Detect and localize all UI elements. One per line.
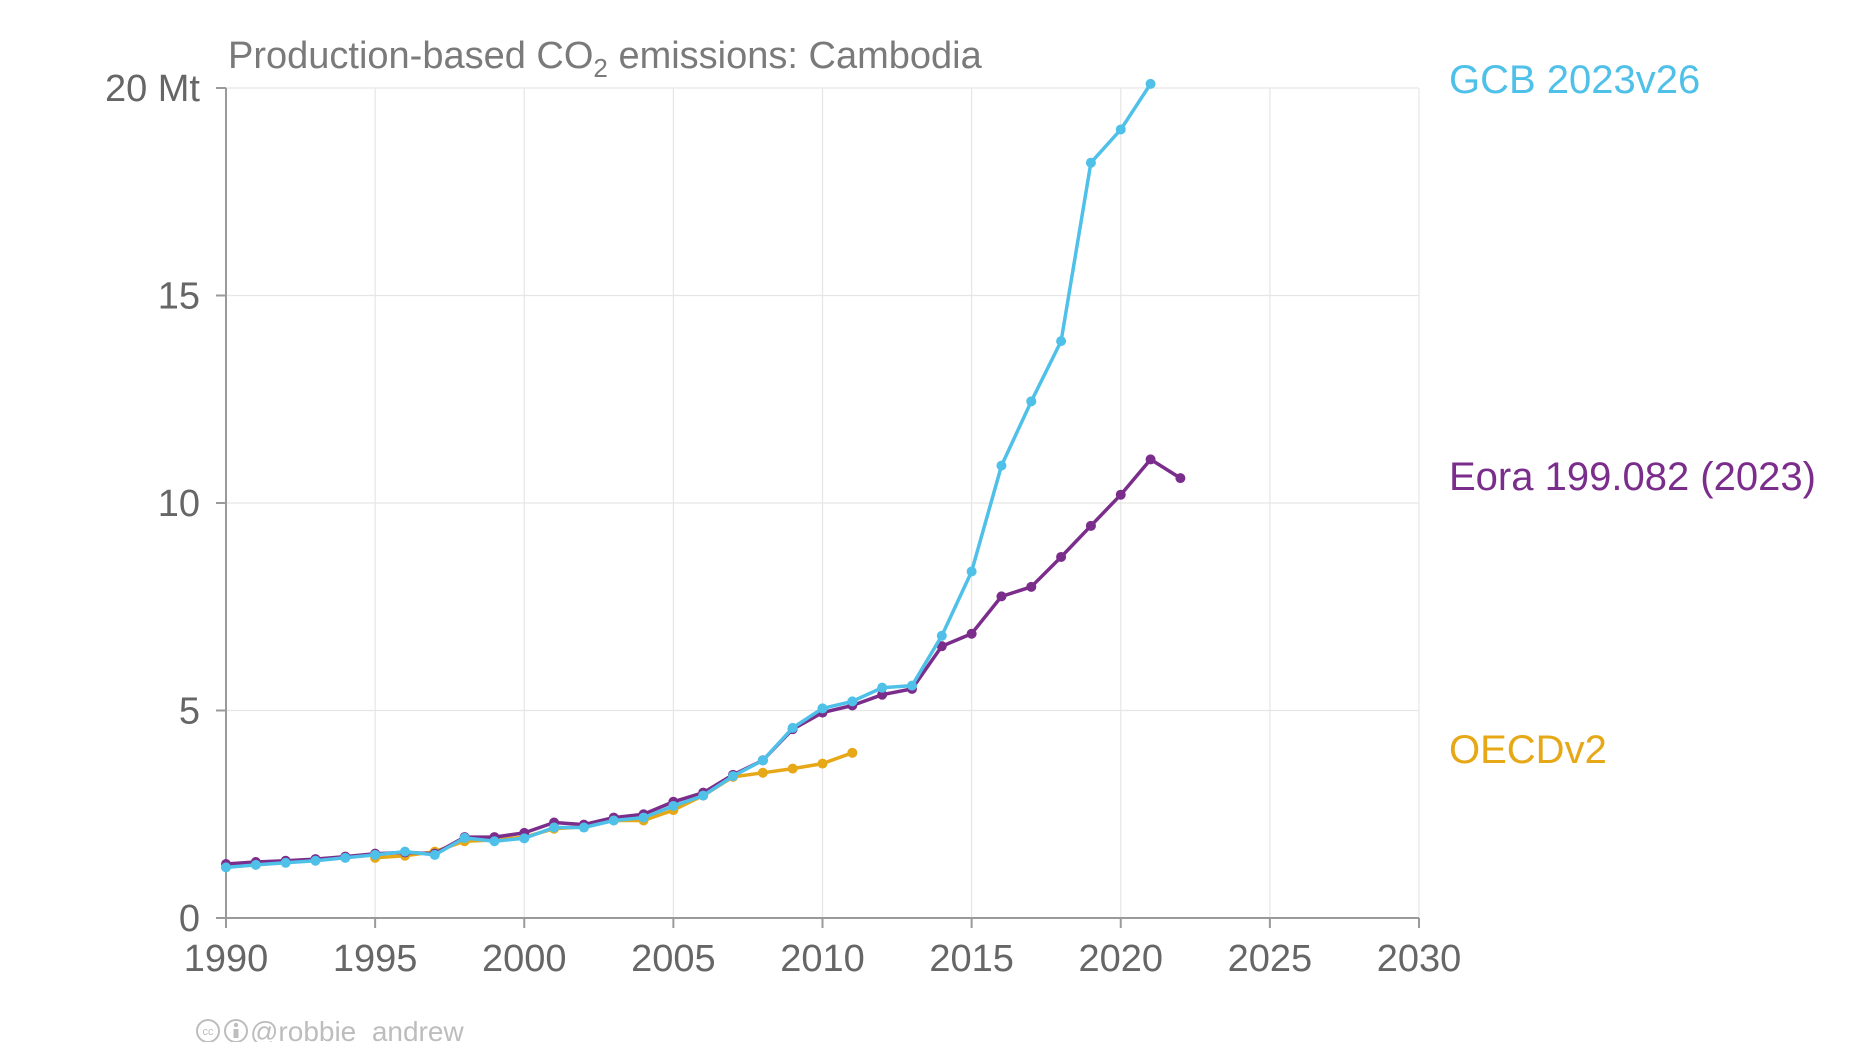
- y-tick-label: 0: [179, 898, 200, 940]
- legend-gcb: GCB 2023v26: [1449, 58, 1700, 102]
- data-point-gcb-2023v26: [1115, 124, 1126, 135]
- svg-text:cc: cc: [203, 1026, 215, 1038]
- data-point-eora-199-082-2023: [1056, 551, 1067, 562]
- x-tick-label: 2000: [482, 938, 567, 980]
- data-point-gcb-2023v26: [1026, 396, 1037, 407]
- data-point-gcb-2023v26: [399, 846, 410, 857]
- data-point-oecdv2: [817, 758, 828, 769]
- data-point-gcb-2023v26: [757, 755, 768, 766]
- legend-oecd: OECDv2: [1449, 728, 1607, 772]
- x-tick-label: 2020: [1078, 938, 1163, 980]
- data-point-gcb-2023v26: [847, 696, 858, 707]
- data-point-gcb-2023v26: [728, 771, 739, 782]
- data-point-eora-199-082-2023: [1115, 489, 1126, 500]
- attribution-icon: [224, 1019, 248, 1042]
- data-point-gcb-2023v26: [489, 836, 500, 847]
- data-point-eora-199-082-2023: [1145, 454, 1156, 465]
- credit: cc @robbie_andrew: [196, 1016, 464, 1042]
- data-point-eora-199-082-2023: [936, 641, 947, 652]
- data-point-eora-199-082-2023: [1026, 581, 1037, 592]
- data-point-eora-199-082-2023: [966, 628, 977, 639]
- y-tick-label: 10: [158, 483, 200, 525]
- data-point-gcb-2023v26: [936, 630, 947, 641]
- data-point-gcb-2023v26: [877, 682, 888, 693]
- legend-eora: Eora 199.082 (2023): [1449, 455, 1816, 499]
- series-line-oecdv2: [374, 751, 853, 860]
- data-point-gcb-2023v26: [638, 812, 649, 823]
- data-point-gcb-2023v26: [370, 849, 381, 860]
- series: [221, 78, 1186, 873]
- x-tick-label: 2010: [780, 938, 865, 980]
- data-point-eora-199-082-2023: [1175, 473, 1186, 484]
- data-point-gcb-2023v26: [221, 862, 231, 873]
- series-oecdv2: [370, 747, 858, 863]
- chart-title: Production-based CO2 emissions: Cambodia: [228, 35, 983, 83]
- data-point-gcb-2023v26: [787, 722, 798, 733]
- y-tick-label: 15: [158, 276, 200, 318]
- x-tick-label: 2030: [1377, 938, 1462, 980]
- gridlines: [226, 87, 1420, 918]
- series-line-eora-199-082-2023: [225, 457, 1182, 866]
- data-point-gcb-2023v26: [280, 857, 291, 868]
- series-eora-199-082-2023: [221, 454, 1186, 870]
- series-line-gcb-2023v26: [225, 82, 1153, 870]
- credit-handle: @robbie_andrew: [250, 1016, 464, 1042]
- data-point-gcb-2023v26: [1145, 78, 1156, 89]
- data-point-gcb-2023v26: [459, 832, 470, 843]
- y-axis-ticks: 0 5 10 15 20 Mt: [105, 68, 226, 940]
- data-point-gcb-2023v26: [906, 680, 917, 691]
- y-tick-label: 20 Mt: [105, 68, 200, 110]
- data-point-oecdv2: [757, 767, 768, 778]
- data-point-gcb-2023v26: [698, 790, 709, 801]
- x-tick-label: 1995: [333, 938, 418, 980]
- data-point-gcb-2023v26: [549, 822, 560, 833]
- data-point-gcb-2023v26: [668, 800, 679, 811]
- data-point-gcb-2023v26: [817, 703, 828, 714]
- x-tick-label: 1990: [184, 938, 269, 980]
- data-point-gcb-2023v26: [996, 460, 1007, 471]
- cc-icon: cc: [196, 1019, 220, 1042]
- data-point-oecdv2: [787, 763, 798, 774]
- x-tick-label: 2015: [929, 938, 1014, 980]
- data-point-gcb-2023v26: [608, 815, 619, 826]
- data-point-oecdv2: [847, 747, 858, 758]
- data-point-gcb-2023v26: [519, 833, 530, 844]
- data-point-gcb-2023v26: [966, 566, 977, 577]
- data-point-eora-199-082-2023: [996, 591, 1007, 602]
- data-point-eora-199-082-2023: [1085, 520, 1096, 531]
- x-tick-label: 2025: [1228, 938, 1313, 980]
- data-point-gcb-2023v26: [310, 855, 321, 866]
- data-point-gcb-2023v26: [1085, 157, 1096, 168]
- data-point-gcb-2023v26: [578, 822, 589, 833]
- y-tick-label: 5: [179, 691, 200, 733]
- data-point-gcb-2023v26: [1056, 336, 1067, 347]
- x-axis-ticks: 1990 1995 2000 2005 2010 2015 2020 2025 2030: [184, 918, 1462, 980]
- x-tick-label: 2005: [631, 938, 716, 980]
- data-point-eora-199-082-2023: [877, 689, 888, 700]
- data-point-gcb-2023v26: [429, 849, 440, 860]
- data-point-gcb-2023v26: [340, 852, 351, 863]
- series-gcb-2023v26: [221, 78, 1156, 873]
- data-point-gcb-2023v26: [250, 859, 261, 870]
